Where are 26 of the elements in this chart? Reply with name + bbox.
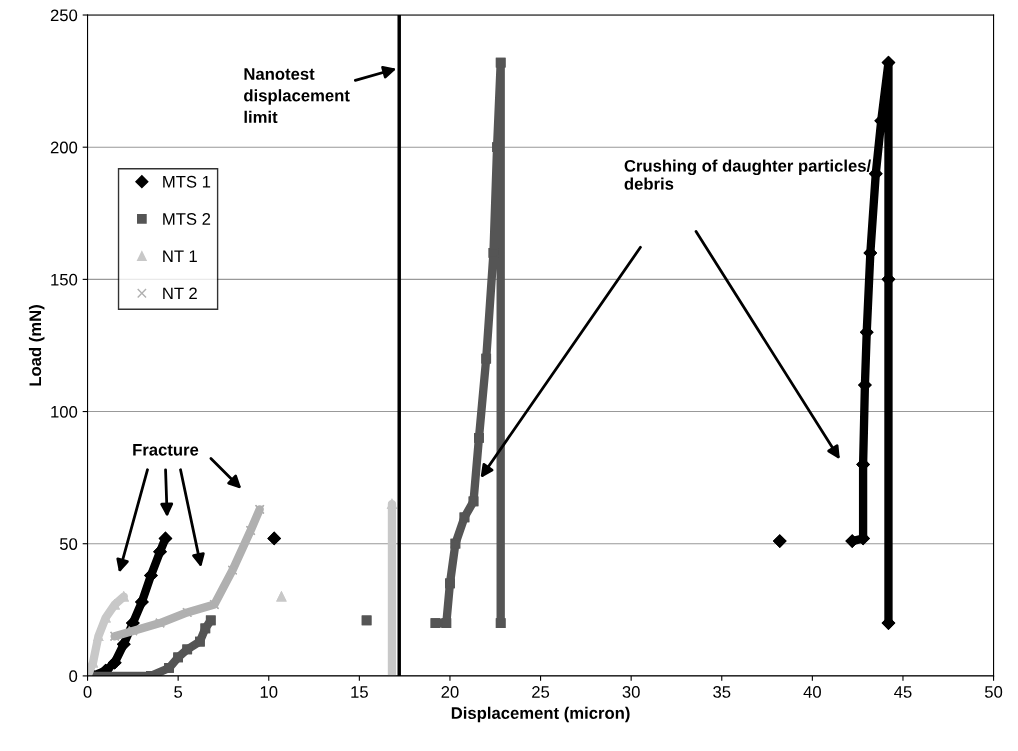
x-tick-label: 20 (441, 686, 459, 698)
y-tick-label: 250 (50, 9, 78, 22)
x-tick-label: 10 (260, 686, 278, 698)
legend-label: NT 1 (163, 250, 197, 262)
x-tick-label: 45 (894, 686, 912, 698)
x-tick-label: 25 (532, 686, 550, 698)
x-axis-title: Displacement (micron) (451, 706, 630, 723)
x-tick-label: 50 (984, 686, 1003, 698)
y-tick-label: 150 (51, 273, 78, 286)
y-tick-label: 200 (50, 141, 78, 154)
annotation: Crushing of daughter particles/ debris (624, 159, 871, 190)
annotation: Fracture (133, 444, 199, 456)
ref-line-label: Nanotest displacement limit (244, 68, 350, 123)
y-tick-label: 50 (59, 538, 78, 550)
y-tick-label: 0 (69, 670, 78, 683)
x-tick-label: 15 (351, 686, 368, 698)
x-tick-label: 30 (622, 686, 640, 698)
legend-label: MTS 1 (163, 175, 211, 188)
legend-label: NT 2 (163, 287, 197, 300)
x-tick-label: 0 (83, 686, 92, 698)
x-tick-label: 40 (803, 686, 821, 698)
y-tick-label: 100 (51, 405, 78, 418)
x-tick-label: 35 (713, 686, 731, 698)
legend-label: MTS 2 (163, 213, 211, 225)
y-axis-title: Load (mN) (28, 305, 45, 386)
x-tick-label: 5 (174, 686, 183, 698)
